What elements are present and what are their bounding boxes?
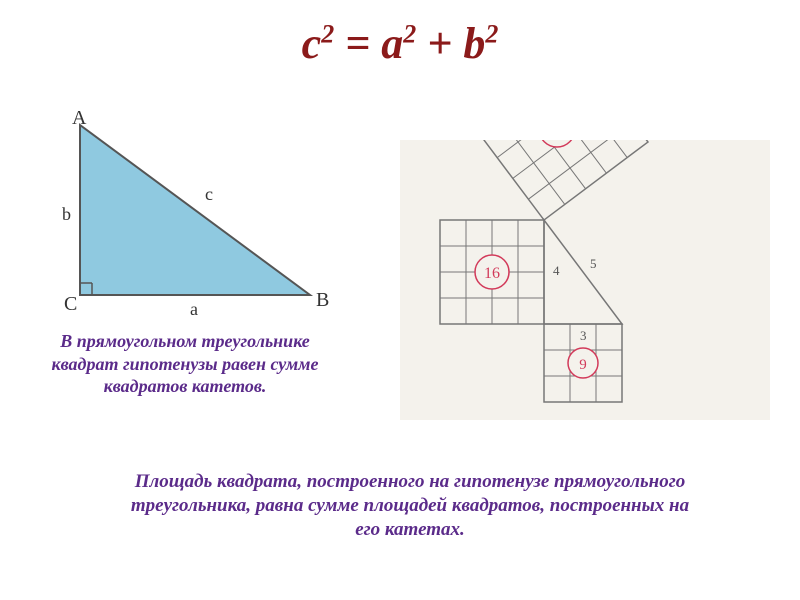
square-9-value: 9 [579,357,587,373]
eq-sign: = [334,19,381,68]
tri-side-5: 5 [590,256,597,271]
side-b: b [62,204,71,224]
theorem-text-2: Площадь квадрата, построенного на гипоте… [130,470,690,541]
tri-side-3: 3 [580,328,587,343]
plus-sign: + [416,19,463,68]
triangle-figure: A B C a b c [40,110,340,320]
vertex-b: B [316,289,329,311]
squares-svg: 16 4 3 5 9 [400,140,770,420]
triangle-shape [80,125,310,295]
tri-side-4: 4 [553,263,560,278]
pythagorean-formula: c2 = a2 + b2 [0,0,800,69]
vertex-a: A [72,110,87,129]
squares-figure: 16 4 3 5 9 [400,140,770,420]
triangle-svg: A B C a b c [40,110,340,320]
square-16-value: 16 [484,265,500,282]
exp-b: 2 [485,19,498,48]
theorem-text-1: В прямоугольном треугольнике квадрат гип… [30,330,340,398]
var-b: b [463,19,485,68]
exp-a: 2 [403,19,416,48]
var-c: c [302,19,322,68]
exp-c: 2 [321,19,334,48]
vertex-c: C [64,293,77,315]
side-a: a [190,299,198,319]
var-a: a [381,19,403,68]
side-c: c [205,184,213,204]
